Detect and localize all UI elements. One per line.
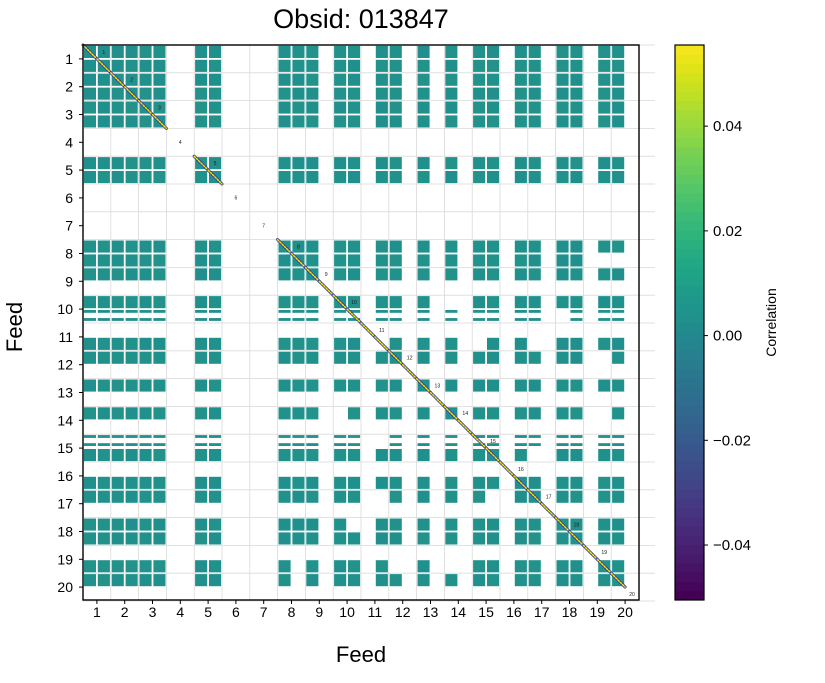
svg-text:2: 2 bbox=[121, 604, 129, 620]
svg-text:12: 12 bbox=[57, 357, 73, 373]
svg-text:−0.04: −0.04 bbox=[713, 537, 751, 554]
svg-text:10: 10 bbox=[351, 300, 357, 306]
svg-text:20: 20 bbox=[617, 604, 633, 620]
svg-text:6: 6 bbox=[232, 604, 240, 620]
svg-text:14: 14 bbox=[57, 412, 73, 428]
svg-text:7: 7 bbox=[260, 604, 268, 620]
svg-text:9: 9 bbox=[315, 604, 323, 620]
svg-text:0.00: 0.00 bbox=[713, 328, 742, 345]
svg-text:19: 19 bbox=[590, 604, 606, 620]
svg-text:15: 15 bbox=[490, 439, 496, 445]
svg-text:7: 7 bbox=[262, 223, 265, 229]
svg-text:17: 17 bbox=[57, 496, 73, 512]
svg-text:Correlation: Correlation bbox=[763, 288, 779, 356]
svg-text:7: 7 bbox=[65, 218, 73, 234]
svg-text:4: 4 bbox=[179, 140, 182, 146]
svg-text:4: 4 bbox=[65, 134, 73, 150]
svg-text:Feed: Feed bbox=[2, 302, 27, 352]
svg-text:8: 8 bbox=[297, 244, 300, 250]
svg-text:9: 9 bbox=[325, 272, 328, 278]
svg-text:6: 6 bbox=[235, 196, 238, 202]
svg-text:8: 8 bbox=[288, 604, 296, 620]
svg-text:20: 20 bbox=[629, 592, 635, 598]
svg-text:17: 17 bbox=[546, 495, 552, 501]
svg-text:2: 2 bbox=[65, 79, 73, 95]
svg-text:10: 10 bbox=[339, 604, 355, 620]
svg-text:3: 3 bbox=[65, 107, 73, 123]
svg-text:19: 19 bbox=[601, 550, 607, 556]
svg-text:15: 15 bbox=[478, 604, 494, 620]
svg-text:14: 14 bbox=[462, 411, 468, 417]
svg-text:4: 4 bbox=[176, 604, 184, 620]
svg-text:2: 2 bbox=[130, 78, 133, 84]
svg-text:5: 5 bbox=[65, 162, 73, 178]
svg-text:−0.02: −0.02 bbox=[713, 432, 751, 449]
svg-text:17: 17 bbox=[534, 604, 550, 620]
svg-text:13: 13 bbox=[57, 385, 73, 401]
svg-text:0.02: 0.02 bbox=[713, 223, 742, 240]
svg-text:0.04: 0.04 bbox=[713, 118, 742, 135]
svg-text:19: 19 bbox=[57, 551, 73, 567]
svg-text:10: 10 bbox=[57, 301, 73, 317]
svg-text:1: 1 bbox=[93, 604, 101, 620]
svg-text:5: 5 bbox=[204, 604, 212, 620]
svg-text:11: 11 bbox=[379, 328, 384, 334]
svg-text:1: 1 bbox=[102, 50, 105, 56]
svg-text:18: 18 bbox=[57, 524, 73, 540]
svg-text:11: 11 bbox=[58, 329, 73, 345]
svg-text:20: 20 bbox=[57, 579, 73, 595]
svg-text:12: 12 bbox=[407, 356, 413, 362]
svg-text:16: 16 bbox=[57, 468, 73, 484]
svg-text:9: 9 bbox=[65, 273, 73, 289]
svg-text:14: 14 bbox=[451, 604, 467, 620]
svg-text:3: 3 bbox=[158, 105, 161, 111]
svg-text:13: 13 bbox=[435, 383, 441, 389]
svg-text:11: 11 bbox=[368, 604, 383, 620]
svg-text:16: 16 bbox=[506, 604, 522, 620]
svg-text:16: 16 bbox=[518, 467, 524, 473]
svg-text:12: 12 bbox=[395, 604, 411, 620]
svg-text:5: 5 bbox=[214, 161, 217, 167]
svg-text:8: 8 bbox=[65, 246, 73, 262]
svg-text:15: 15 bbox=[57, 440, 73, 456]
svg-text:18: 18 bbox=[574, 522, 580, 528]
svg-text:18: 18 bbox=[562, 604, 578, 620]
svg-text:6: 6 bbox=[65, 190, 73, 206]
svg-text:3: 3 bbox=[149, 604, 157, 620]
svg-text:Obsid: 013847: Obsid: 013847 bbox=[273, 4, 449, 34]
svg-text:13: 13 bbox=[423, 604, 439, 620]
svg-text:1: 1 bbox=[65, 51, 73, 67]
svg-text:Feed: Feed bbox=[336, 642, 386, 667]
